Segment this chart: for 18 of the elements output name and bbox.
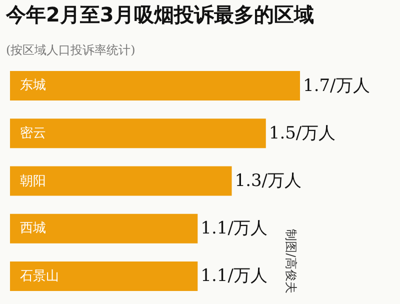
data-label: 1.3/万人 [234,171,302,191]
y-tick-label: 石景山 [20,269,59,284]
data-label: 1.5/万人 [268,123,336,144]
bar [10,118,266,148]
y-tick-label: 东城 [20,78,46,93]
data-label: 1.1/万人 [200,266,268,286]
bar [10,166,232,196]
chart-title: 今年2月至3月吸烟投诉最多的区域 [5,2,314,27]
bar [10,71,300,101]
chart-subtitle: (按区域人口投诉率统计) [6,43,136,58]
y-tick-label: 朝阳 [20,174,46,189]
data-label: 1.1/万人 [200,218,268,239]
y-tick-label: 西城 [20,221,46,236]
bar [10,214,198,244]
bar [10,261,198,291]
y-tick-label: 密云 [20,126,46,141]
data-label: 1.7/万人 [303,76,370,96]
annotation: 制图/高俊夫 [284,229,298,294]
